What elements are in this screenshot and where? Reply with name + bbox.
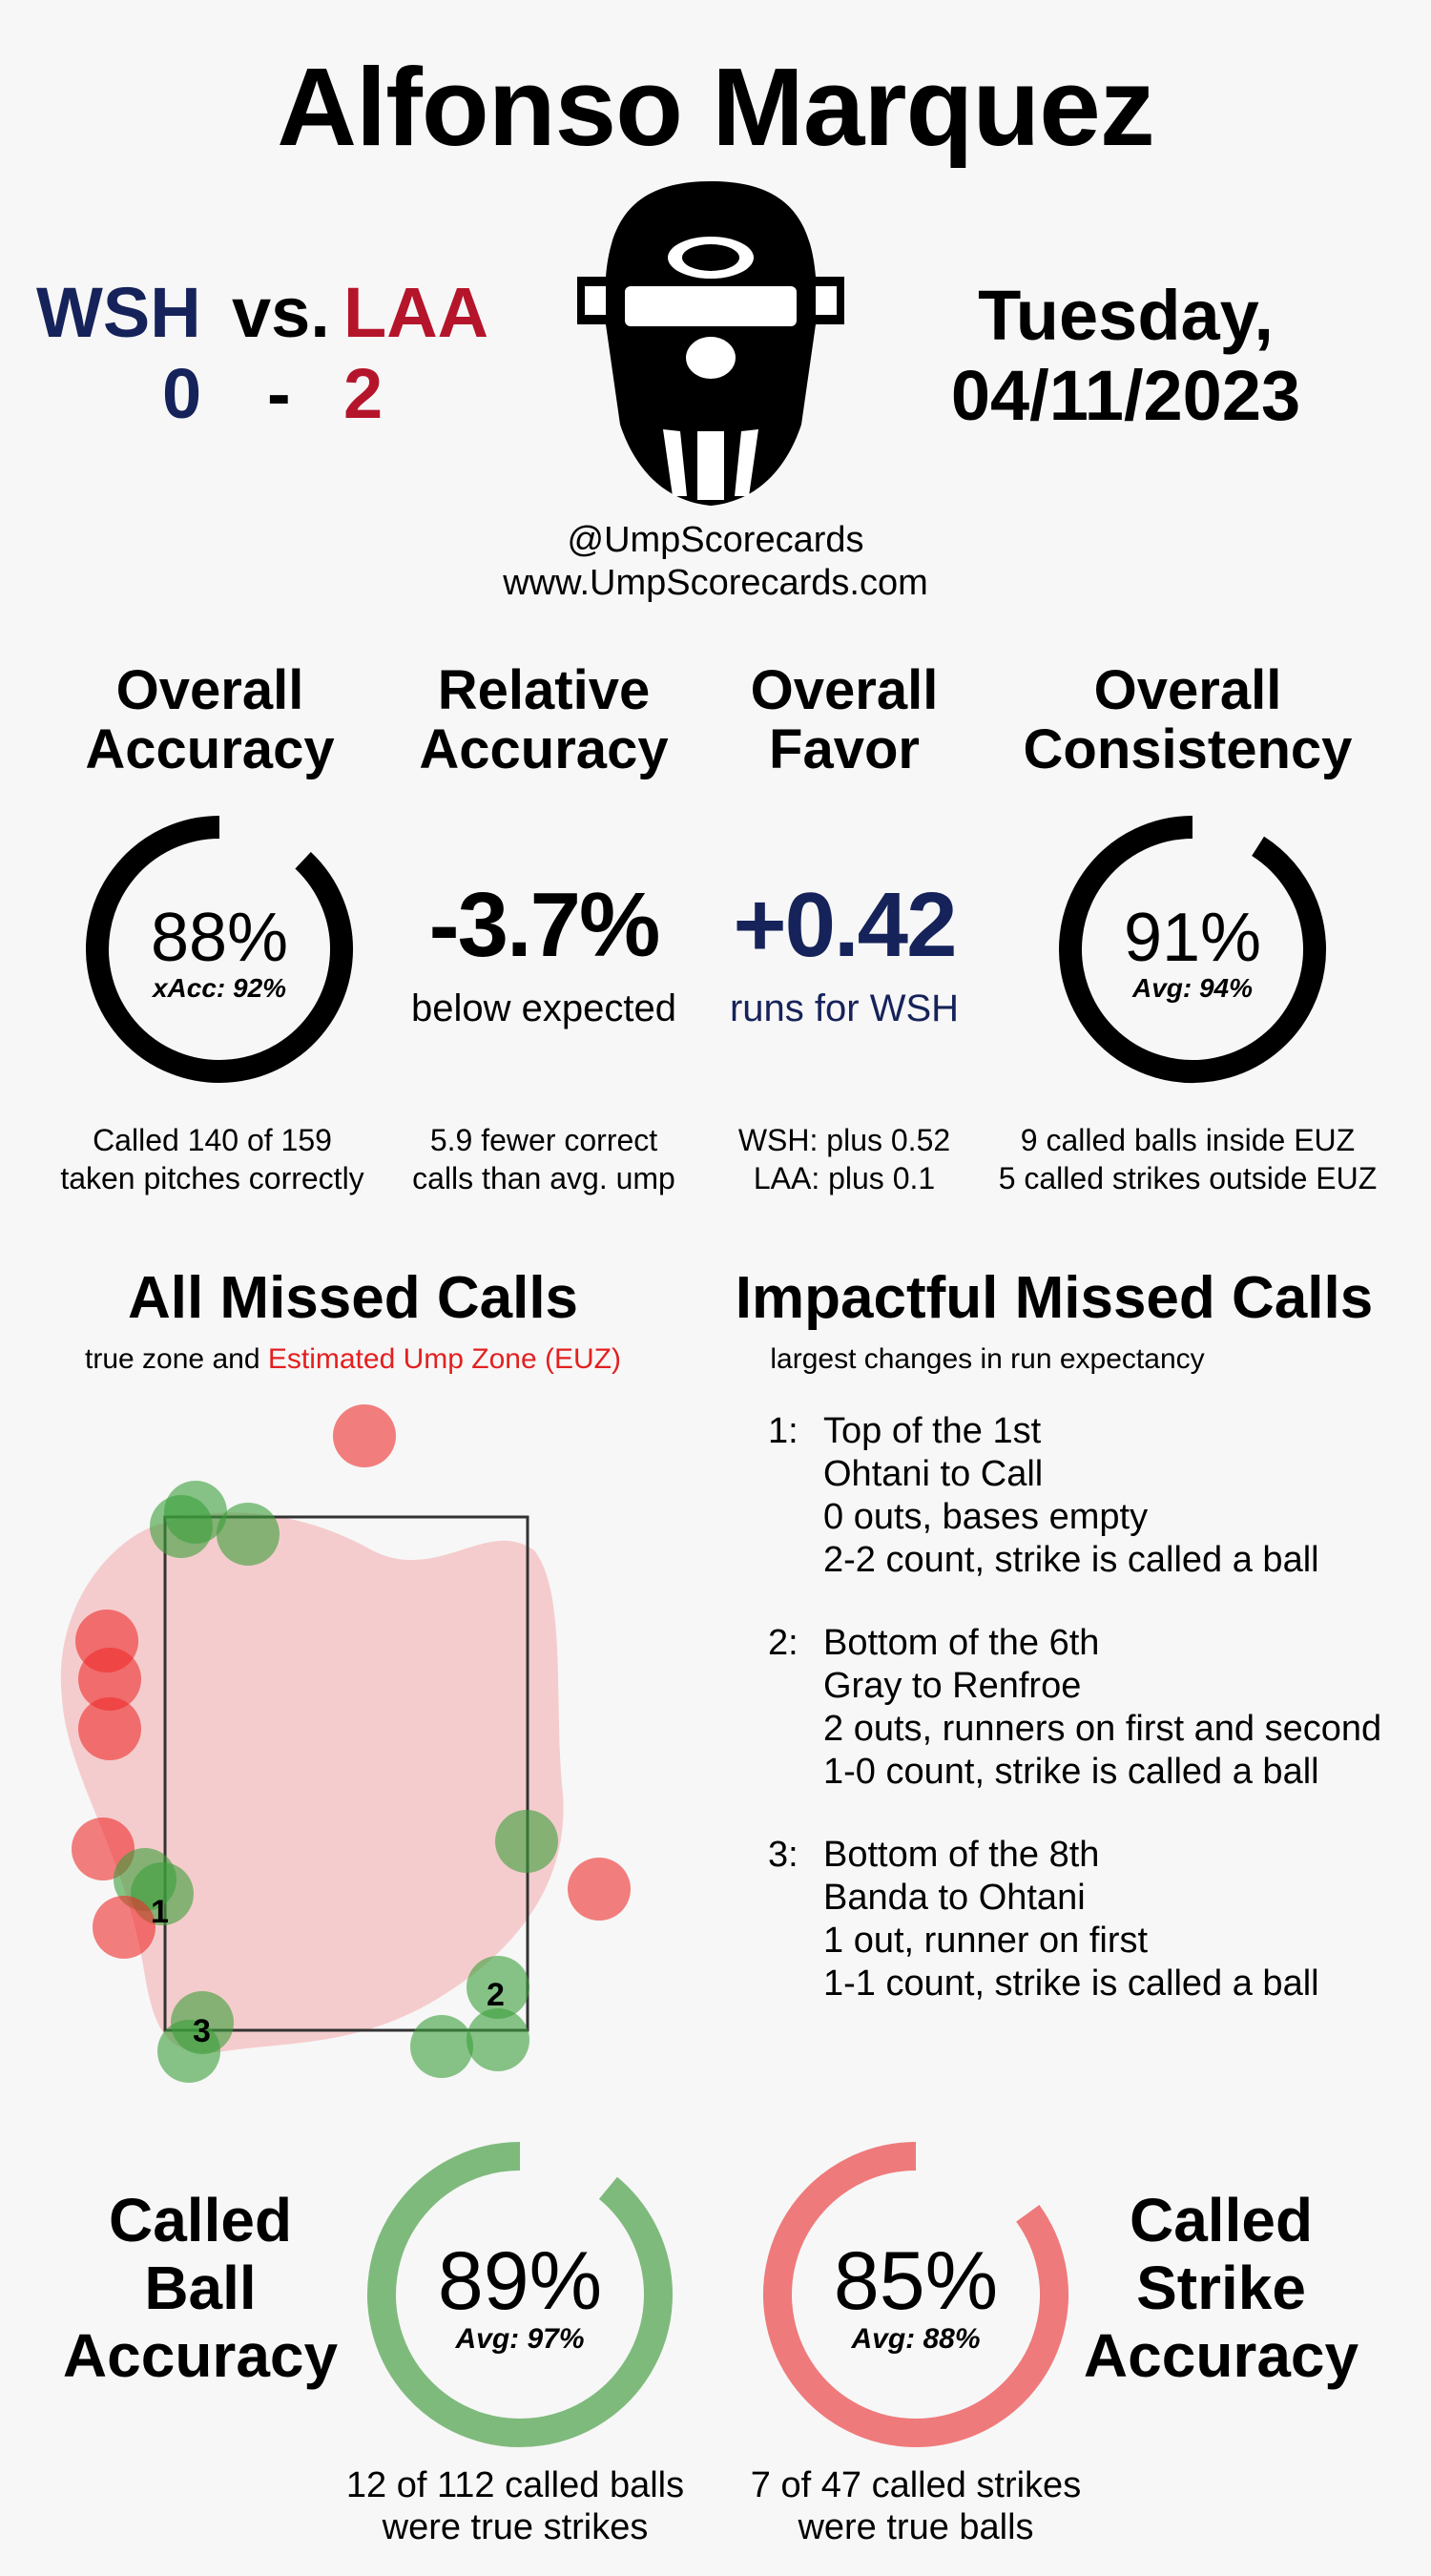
missed-strike-dot [93,1896,156,1959]
overall-accuracy-xacc: xAcc: 92% [152,973,287,1003]
overall-accuracy-arc [86,816,353,1083]
missed-ball-dot [217,1503,280,1566]
overall-accuracy-title: Overall Accuracy [85,659,335,780]
impactful-list: 1: Top of the 1st Ohtani to Call 0 outs, … [768,1410,1426,2046]
website-url: www.UmpScorecards.com [503,563,928,603]
overall-accuracy-value: 88% [150,900,289,976]
called-strike-note: 7 of 47 called strikes were true balls [750,2465,1082,2547]
called-strike-value: 85% [833,2235,999,2327]
missed-call-label-1: 1 [151,1894,169,1930]
impactful-item: 2: Bottom of the 6th Gray to Renfroe 2 ou… [768,1623,1382,1792]
relative-accuracy-value: -3.7% [428,874,661,976]
missed-strike-dot [568,1858,631,1921]
missed-calls-subtitle: true zone and Estimated Ump Zone (EUZ) [85,1343,621,1375]
home-score: 2 [343,354,384,433]
impactful-item: 1: Top of the 1st Ohtani to Call 0 outs, … [768,1411,1319,1580]
missed-ball-dot [410,2015,473,2078]
missed-strike-dot [333,1404,396,1467]
umpire-name: Alfonso Marquez [277,45,1154,169]
overall-accuracy-ring: 88% xAcc: 92% [81,811,358,1088]
missed-ball-dot [157,2020,220,2083]
missed-calls-title: All Missed Calls [127,1265,579,1331]
overall-consistency-note: 9 called balls inside EUZ 5 called strike… [998,1123,1378,1195]
relative-accuracy-title: Relative Accuracy [419,659,669,780]
missed-calls-plot: 1 2 3 [48,1393,658,2099]
away-score: 0 [162,354,202,433]
missed-ball-dot [467,2008,529,2071]
game-date: 04/11/2023 [950,356,1301,435]
twitter-handle: @UmpScorecards [567,520,864,560]
impactful-subtitle: largest changes in run expectancy [770,1343,1205,1375]
overall-favor-note: WSH: plus 0.52 LAA: plus 0.1 [737,1123,951,1195]
called-ball-ring: 89% Avg: 97% [363,2137,677,2452]
game-day: Tuesday, [978,276,1274,355]
called-ball-value: 89% [437,2235,603,2327]
overall-consistency-title: Overall Consistency [1023,659,1353,780]
missed-strike-dot [78,1697,141,1760]
overall-consistency-avg: Avg: 94% [1131,973,1254,1003]
called-strike-title: Called Strike Accuracy [1083,2186,1359,2390]
overall-favor-title: Overall Favor [750,659,939,780]
missed-ball-dot [467,1956,529,2019]
impactful-item: 3: Bottom of the 8th Banda to Ohtani 1 ou… [768,1835,1319,2004]
called-strike-ring: 85% Avg: 88% [758,2137,1073,2452]
umpire-mask-icon [568,181,854,510]
overall-consistency-value: 91% [1123,900,1262,976]
relative-accuracy-sub: below expected [411,987,676,1029]
called-ball-avg: Avg: 97% [455,2323,585,2355]
called-ball-note: 12 of 112 called balls were true strikes [345,2465,685,2547]
score-dash: - [267,354,291,433]
overall-consistency-arc [1059,816,1326,1083]
called-strike-avg: Avg: 88% [851,2323,981,2355]
euz-region [60,1512,564,2053]
missed-ball-dot [495,1810,558,1873]
called-strike-arc [763,2142,1068,2447]
called-ball-title: Called Ball Accuracy [62,2186,339,2390]
strike-zone [163,1515,529,2032]
missed-strike-dot [78,1648,141,1711]
home-team: LAA [343,273,489,352]
overall-favor-value: +0.42 [733,874,958,976]
called-ball-arc [367,2142,673,2447]
impactful-title: Impactful Missed Calls [735,1265,1374,1331]
relative-accuracy-note: 5.9 fewer correct calls than avg. ump [412,1123,675,1195]
overall-favor-sub: runs for WSH [729,987,960,1029]
away-team: WSH [36,273,201,352]
overall-consistency-ring: 91% Avg: 94% [1054,811,1331,1088]
missed-call-label-2: 2 [487,1977,505,2013]
overall-accuracy-note: Called 140 of 159 taken pitches correctly [60,1123,364,1195]
missed-ball-dot [150,1495,213,1558]
missed-call-label-3: 3 [193,2013,211,2049]
vs-label: vs. [232,273,330,352]
